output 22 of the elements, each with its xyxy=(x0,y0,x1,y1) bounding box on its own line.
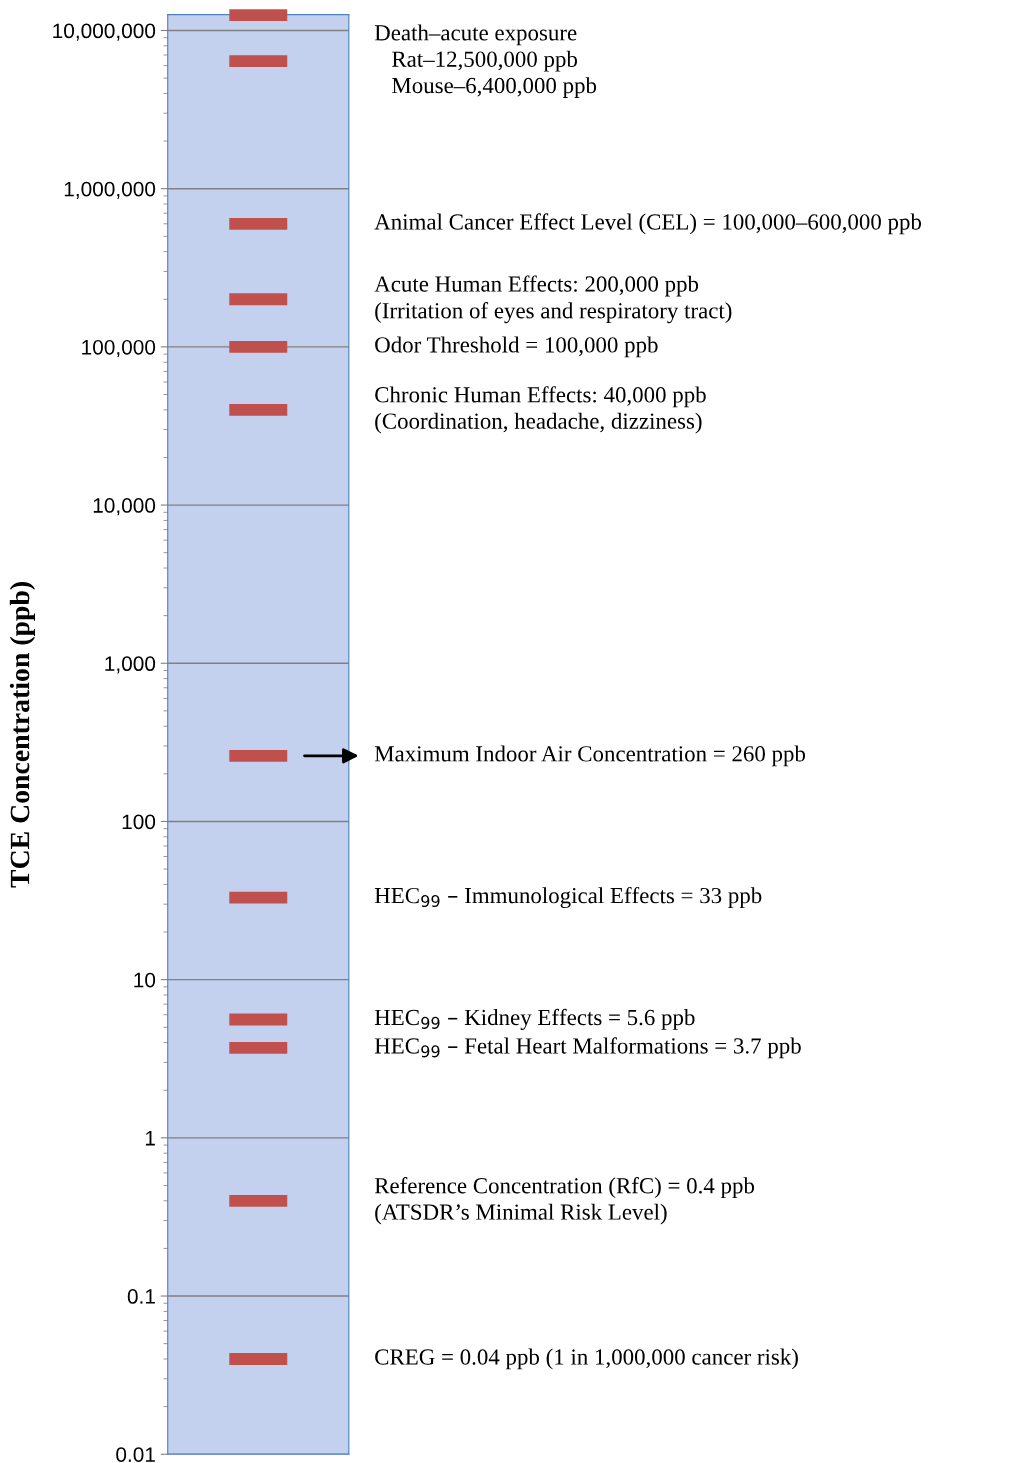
y-tick-label: 1 xyxy=(145,1131,155,1146)
text: HEC$_{99}$ – Fetal Heart Malformations = 3.7 ppb xyxy=(374,1037,801,1059)
y-tick-label: 100,000 xyxy=(82,339,156,358)
text: Odor Threshold = 100,000 ppb xyxy=(375,336,658,358)
text: Reference Concentration (RfC) = 0.4 ppb (ATSDR’s Minimal Risk Level) xyxy=(374,1177,755,1225)
text: Acute Human Effects: 200,000 ppb (Irritation of eyes and respiratory tract) xyxy=(374,275,732,324)
text: HEC$_{99}$ – Immunological Effects = 33 ppb xyxy=(374,886,762,909)
text: Chronic Human Effects: 40,000 ppb (Coordination, headache, dizziness) xyxy=(375,386,706,434)
y-tick-label: 10 xyxy=(134,972,156,988)
y-tick-label: 100 xyxy=(122,814,156,830)
text: Death–acute exposure Rat–12,500,000 ppb Mouse–6,400,000 ppb xyxy=(374,24,597,98)
y-tick-label: 0.1 xyxy=(127,1289,155,1304)
text: HEC$_{99}$ – Kidney Effects = 5.6 ppb xyxy=(374,1008,695,1030)
y-tick-label: 10,000 xyxy=(93,498,156,516)
text: Maximum Indoor Air Concentration = 260 ppb xyxy=(374,745,806,767)
text: Animal Cancer Effect Level (CEL) = 100,000–600,000 ppb xyxy=(374,213,922,235)
y-tick-label: 0.01 xyxy=(116,1447,155,1462)
y-tick-label: 1,000,000 xyxy=(64,181,156,199)
y-tick-label: 10,000,000 xyxy=(53,23,156,41)
y-axis-title: TCE Concentration (ppb) xyxy=(9,582,35,888)
y-tick-label: 1,000 xyxy=(105,656,156,674)
text: CREG = 0.04 ppb (1 in 1,000,000 cancer risk) xyxy=(375,1348,798,1370)
